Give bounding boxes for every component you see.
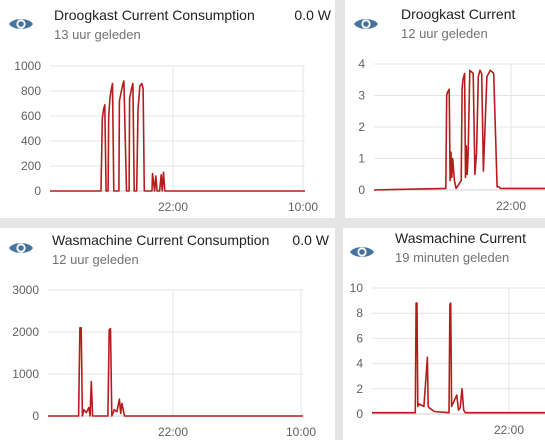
y-tick-label: 4 bbox=[356, 357, 363, 371]
card-subtitle: 13 uur geleden bbox=[54, 27, 141, 42]
card-value: 0.0 W bbox=[294, 7, 331, 23]
card-subtitle: 12 uur geleden bbox=[401, 26, 488, 41]
eye-icon[interactable] bbox=[8, 240, 34, 256]
card-title: Wasmachine Current bbox=[395, 230, 526, 246]
card-subtitle: 12 uur geleden bbox=[52, 252, 139, 267]
y-tick-label: 0 bbox=[358, 183, 365, 197]
y-tick-label: 0 bbox=[356, 407, 363, 421]
x-tick-label: 22:00 bbox=[158, 425, 188, 439]
x-tick-label: 10:00 bbox=[288, 200, 318, 214]
card-wasmachine-consumption[interactable]: Wasmachine Current Consumption 12 uur ge… bbox=[0, 228, 335, 440]
x-tick-label: 22:00 bbox=[158, 200, 188, 214]
chart-wasmachine-current: 10 8 6 4 2 0 22:00 bbox=[350, 281, 545, 437]
y-tick-label: 200 bbox=[21, 159, 41, 173]
y-tick-label: 800 bbox=[21, 84, 41, 98]
series-line bbox=[373, 69, 545, 191]
y-tick-label: 1000 bbox=[14, 59, 41, 73]
y-tick-label: 2 bbox=[358, 120, 365, 134]
card-subtitle: 19 minuten geleden bbox=[395, 250, 510, 265]
y-tick-label: 1 bbox=[358, 152, 365, 166]
series-line bbox=[48, 327, 303, 417]
card-title: Droogkast Current Consumption bbox=[54, 7, 255, 23]
x-tick-label: 10:00 bbox=[286, 425, 316, 439]
card-title: Droogkast Current bbox=[401, 6, 516, 22]
x-tick-label: 22:00 bbox=[496, 199, 526, 213]
y-tick-label: 3 bbox=[358, 89, 365, 103]
y-tick-label: 6 bbox=[356, 331, 363, 345]
eye-icon[interactable] bbox=[353, 16, 379, 32]
card-droogkast-current[interactable]: Droogkast Current 12 uur geleden 4 3 2 1 0 22… bbox=[345, 0, 545, 218]
y-tick-label: 400 bbox=[21, 134, 41, 148]
chart-droogkast-current: 4 3 2 1 0 22:00 bbox=[358, 57, 545, 213]
series-line bbox=[372, 302, 545, 414]
chart-droogkast-consumption: 1000 800 600 400 200 0 22:00 10:00 bbox=[14, 59, 318, 214]
y-tick-label: 600 bbox=[21, 109, 41, 123]
y-tick-label: 2000 bbox=[12, 325, 39, 339]
chart-wasmachine-consumption: 3000 2000 1000 0 22:00 10:00 bbox=[12, 283, 316, 439]
card-droogkast-consumption[interactable]: Droogkast Current Consumption 13 uur gel… bbox=[0, 0, 335, 218]
eye-icon[interactable] bbox=[349, 244, 375, 260]
y-tick-label: 2 bbox=[356, 382, 363, 396]
x-tick-label: 22:00 bbox=[494, 423, 524, 437]
card-title: Wasmachine Current Consumption bbox=[52, 232, 270, 248]
y-tick-label: 1000 bbox=[12, 367, 39, 381]
y-tick-label: 3000 bbox=[12, 283, 39, 297]
card-value: 0.0 W bbox=[292, 232, 329, 248]
y-tick-label: 10 bbox=[350, 281, 364, 295]
card-wasmachine-current[interactable]: Wasmachine Current 19 minuten geleden 10… bbox=[343, 228, 545, 440]
y-tick-label: 0 bbox=[34, 184, 41, 198]
series-line bbox=[50, 80, 305, 192]
y-tick-label: 4 bbox=[358, 57, 365, 71]
y-tick-label: 8 bbox=[356, 306, 363, 320]
eye-icon[interactable] bbox=[8, 16, 34, 32]
y-tick-label: 0 bbox=[32, 409, 39, 423]
